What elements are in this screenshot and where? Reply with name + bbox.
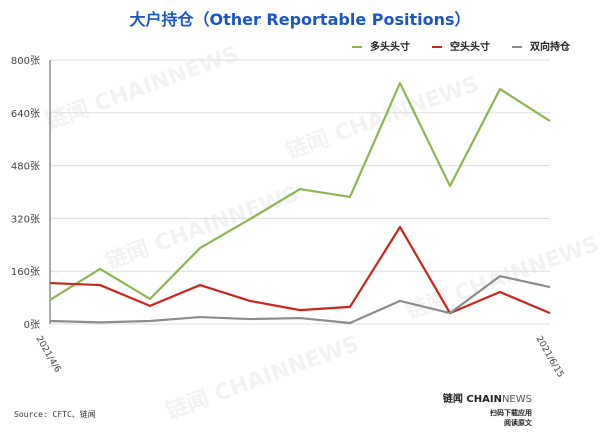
y-tick-label: 320张 — [11, 213, 40, 225]
download-text: 扫码下载应用 — [490, 409, 532, 417]
y-tick-label: 800张 — [11, 55, 40, 67]
series-line-双向持仓 — [49, 275, 551, 325]
y-tick-label: 0张 — [24, 319, 40, 331]
legend-item-short: 空头头寸 — [432, 38, 490, 53]
legend-label: 多头头寸 — [370, 42, 410, 53]
read-original-text: 阅读原文 — [504, 419, 532, 427]
legend-swatch — [512, 46, 522, 48]
brand-name-suffix: NEWS — [501, 394, 532, 405]
legend: 多头头寸 空头头寸 双向持仓 — [352, 38, 570, 53]
x-tick-label: 2021/4/6 — [33, 335, 62, 375]
legend-item-long: 多头头寸 — [352, 38, 410, 53]
legend-swatch — [432, 46, 442, 48]
source-note: Source: CFTC、链闻 — [14, 410, 96, 419]
y-tick-label: 640张 — [11, 108, 40, 120]
legend-label: 空头头寸 — [450, 42, 490, 53]
legend-swatch — [352, 46, 362, 48]
series-line-空头头寸 — [49, 225, 551, 315]
series-line-多头头寸 — [49, 81, 551, 301]
legend-item-spread: 双向持仓 — [512, 38, 570, 53]
y-tick-label: 160张 — [11, 266, 40, 278]
brand-name: 链闻 CHAIN — [442, 394, 502, 405]
legend-label: 双向持仓 — [530, 42, 570, 53]
x-tick-label: 2021/6/15 — [533, 335, 565, 380]
chart-title: 大户持仓（Other Reportable Positions） — [129, 10, 471, 29]
brand-block: 链闻 CHAINNEWS 扫码下载应用 阅读原文 — [443, 390, 532, 428]
y-tick-label: 480张 — [11, 161, 40, 173]
